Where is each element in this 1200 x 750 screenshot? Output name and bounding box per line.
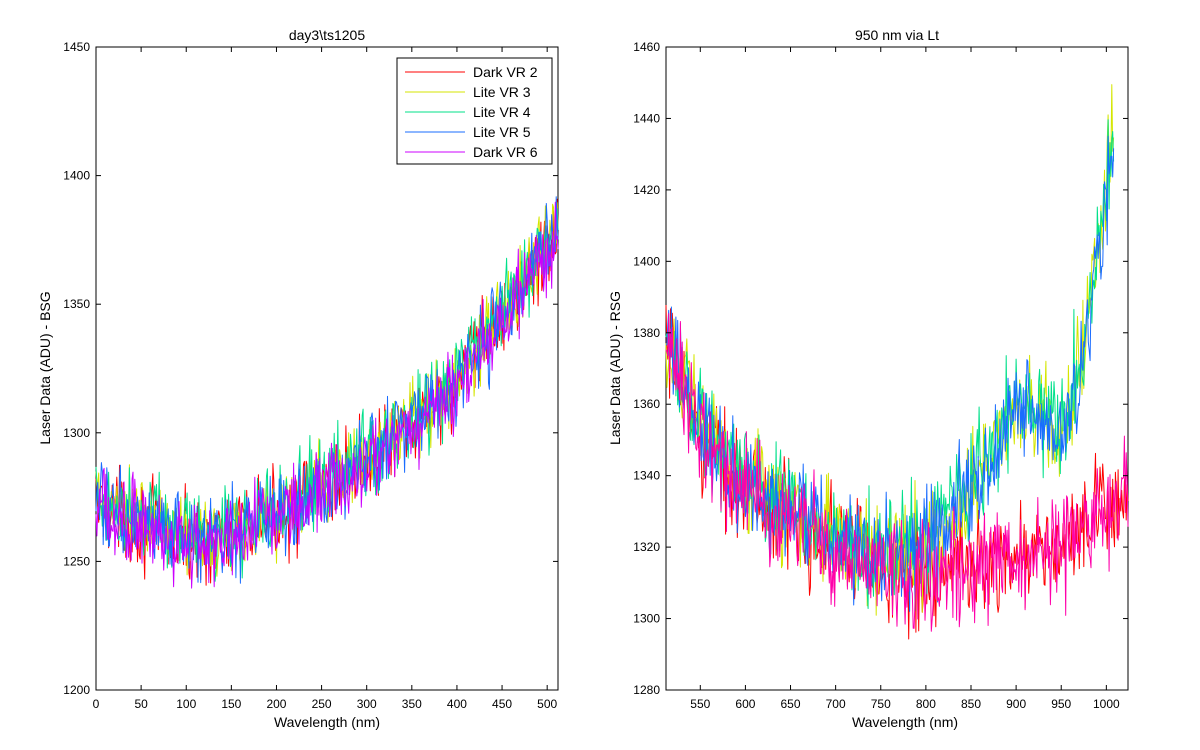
y-tick-label-right: 1420 (633, 183, 660, 197)
x-tick-label-right: 700 (826, 697, 846, 711)
plot-right-ylabel: Laser Data (ADU) - RSG (607, 291, 623, 445)
y-tick-label-left: 1350 (63, 297, 90, 311)
plot-left-ticks: 0 50 100 150 200 250 300 350 400 450 500 1200 1250 13… (63, 40, 558, 711)
plot-right-xlabel: Wavelength (nm) (852, 714, 958, 730)
plot-right: 550 600 650 700 750 800 850 900 950 1000 1280 1300 1… (607, 27, 1129, 730)
legend-box (396, 57, 553, 165)
x-tick-label-right: 650 (781, 697, 801, 711)
x-tick-label-left: 300 (357, 697, 377, 711)
x-tick-label-right: 900 (1006, 697, 1026, 711)
x-tick-label-left: 350 (402, 697, 422, 711)
x-tick-label-left: 100 (176, 697, 196, 711)
plot-right-frame (665, 46, 1129, 691)
y-tick-label-right: 1340 (633, 469, 660, 483)
plot-left-legend: Dark VR 2 Lite VR 3 Lite VR 4 Lite VR 5 Dark… (396, 57, 553, 165)
x-tick-label-right: 1000 (1093, 697, 1120, 711)
legend-entry-1: Dark VR 2 (473, 64, 538, 80)
x-tick-label-left: 150 (221, 697, 241, 711)
x-tick-label-right: 850 (961, 697, 981, 711)
x-tick-label-left: 500 (537, 697, 557, 711)
y-tick-label-right: 1360 (633, 397, 660, 411)
plot-right-series (665, 84, 1129, 640)
y-tick-label-right: 1280 (633, 683, 660, 697)
plot-right-title: 950 nm via Lt (855, 27, 939, 43)
legend-entry-3: Lite VR 4 (473, 104, 531, 120)
y-tick-label-left: 1200 (63, 683, 90, 697)
y-tick-label-right: 1440 (633, 111, 660, 125)
x-tick-label-right: 600 (735, 697, 755, 711)
y-tick-label-right: 1300 (633, 612, 660, 626)
plot-left-title: day3\ts1205 (289, 27, 365, 43)
plot-left-series (95, 196, 559, 589)
plot-left-ylabel: Laser Data (ADU) - BSG (37, 291, 53, 444)
x-tick-label-left: 450 (492, 697, 512, 711)
series-line-left-5 (95, 201, 559, 589)
y-tick-label-right: 1460 (633, 40, 660, 54)
legend-entry-5: Dark VR 6 (473, 144, 538, 160)
x-tick-label-left: 0 (93, 697, 100, 711)
x-tick-label-left: 50 (134, 697, 148, 711)
legend-entry-4: Lite VR 5 (473, 124, 531, 140)
y-tick-label-right: 1320 (633, 540, 660, 554)
y-tick-label-left: 1300 (63, 426, 90, 440)
y-tick-label-left: 1250 (63, 554, 90, 568)
x-tick-label-right: 950 (1051, 697, 1071, 711)
y-tick-label-right: 1380 (633, 326, 660, 340)
x-tick-label-right: 550 (690, 697, 710, 711)
plot-right-ticks: 550 600 650 700 750 800 850 900 950 1000 1280 1300 1… (633, 40, 1128, 711)
series-line-right-5 (665, 313, 1129, 632)
x-tick-label-left: 200 (266, 697, 286, 711)
legend-entry-2: Lite VR 3 (473, 84, 531, 100)
x-tick-label-right: 750 (871, 697, 891, 711)
y-tick-label-left: 1450 (63, 40, 90, 54)
x-tick-label-left: 250 (312, 697, 332, 711)
x-tick-label-right: 800 (916, 697, 936, 711)
x-tick-label-left: 400 (447, 697, 467, 711)
plot-left-xlabel: Wavelength (nm) (274, 714, 380, 730)
plot-left: 0 50 100 150 200 250 300 350 400 450 500 1200 1250 13… (37, 27, 559, 730)
series-line-left-4 (95, 196, 559, 584)
y-tick-label-right: 1400 (633, 254, 660, 268)
y-tick-label-left: 1400 (63, 169, 90, 183)
